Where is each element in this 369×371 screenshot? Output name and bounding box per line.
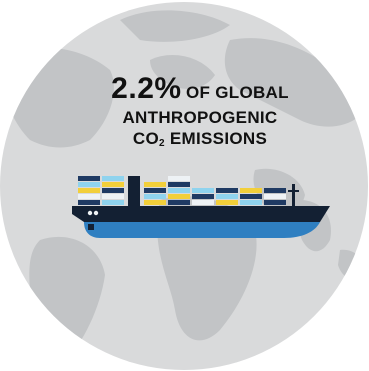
co2-prefix: CO [132, 128, 160, 148]
hull-lower [84, 222, 320, 238]
headline-line-1: 2.2% OF GLOBAL [60, 72, 340, 106]
hull-upper [72, 206, 330, 222]
container-ship-icon [72, 176, 330, 238]
container-stacks [78, 176, 286, 206]
co2-subscript: 2 [159, 137, 165, 149]
headline: 2.2% OF GLOBAL ANTHROPOGENIC CO2 EMISSIO… [60, 72, 340, 149]
headline-line-2: ANTHROPOGENIC [122, 107, 278, 127]
headline-line-3-text: EMISSIONS [164, 128, 268, 148]
headline-line-1-text: OF GLOBAL [186, 83, 289, 102]
headline-line-3: CO2 EMISSIONS [60, 129, 340, 149]
headline-percentage: 2.2% [111, 72, 182, 105]
